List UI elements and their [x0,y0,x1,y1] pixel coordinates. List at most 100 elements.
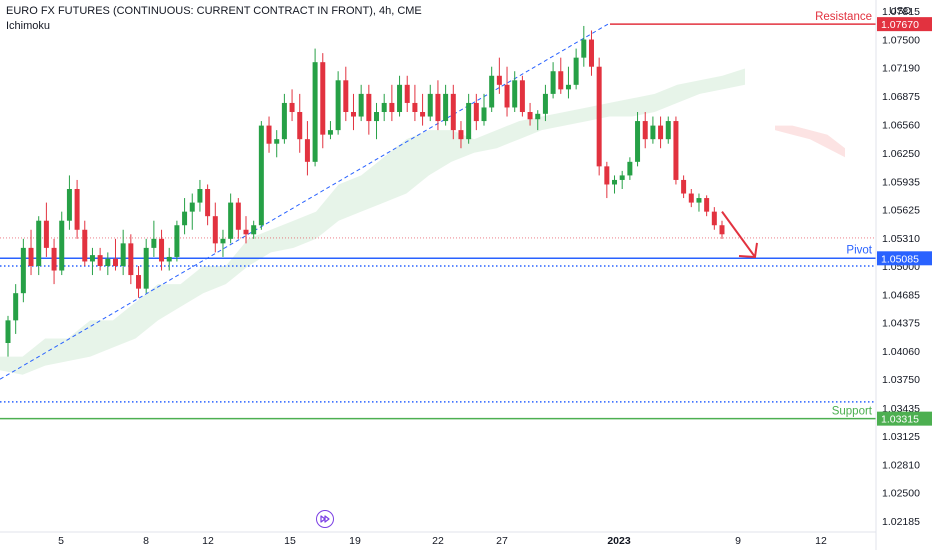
pivot-price-tag-text[interactable]: 1.05085 [881,253,919,265]
time-tick[interactable]: 12 [202,535,214,547]
candle-body [174,225,180,257]
candle-body [36,220,42,266]
candle-body [274,139,280,144]
currency-label[interactable]: USD [889,5,912,17]
candle-body [412,102,418,113]
candle-body [565,84,571,90]
candle-body [519,80,525,113]
candle-body [343,80,349,113]
candle-body [66,189,72,221]
ichimoku-cloud [0,68,845,375]
candle-body [20,247,26,294]
time-tick[interactable]: 12 [815,535,827,547]
time-tick[interactable]: 2023 [607,535,631,547]
candle-body [189,202,195,212]
price-tick[interactable]: 1.03125 [882,431,920,443]
candle-body [228,202,234,239]
indicator-label[interactable]: Ichimoku [6,20,51,32]
support-price-tag-text[interactable]: 1.03315 [881,414,919,426]
resistance-price-tag[interactable] [877,17,932,32]
time-tick[interactable]: 8 [143,535,149,547]
candle-body [28,247,34,266]
candle-body [128,243,134,276]
candle-body [43,220,49,248]
candle-body [281,102,287,140]
price-tick[interactable]: 1.06875 [882,91,920,103]
candle-body [450,93,456,131]
time-tick[interactable]: 22 [432,535,444,547]
candle-body [59,220,65,271]
candle-body [673,121,679,180]
candle-body [5,320,11,343]
forecast-arrow-shaft [721,211,756,258]
bullish-cloud [0,68,745,375]
candle-body [151,238,157,248]
candle-body [289,102,295,113]
price-tick[interactable]: 1.04060 [882,346,920,358]
candle-body [374,112,380,122]
candle-body [335,80,341,131]
candle-body [235,202,241,230]
candle-body [381,102,387,113]
time-tick[interactable]: 27 [496,535,508,547]
fast-forward-glyph [320,515,330,523]
candle-body [358,93,364,117]
time-tick[interactable]: 15 [284,535,296,547]
price-tick[interactable]: 1.07500 [882,35,920,47]
candle-body [166,256,172,262]
candle-body [627,161,633,176]
candle-body [443,93,449,122]
candle-body [105,258,111,266]
time-tick[interactable]: 19 [349,535,361,547]
candle-body [212,216,218,244]
price-tick[interactable]: 1.07190 [882,63,920,75]
candle-body [596,66,602,167]
price-tick[interactable]: 1.05310 [882,233,920,245]
price-tick[interactable]: 1.02500 [882,487,920,499]
candle-body [542,93,548,114]
price-tick[interactable]: 1.05625 [882,204,920,216]
price-tick[interactable]: 1.06560 [882,120,920,132]
candle-body [220,238,226,244]
price-tick[interactable]: 1.04685 [882,290,920,302]
time-tick[interactable]: 5 [58,535,64,547]
chart-title: EURO FX FUTURES (CONTINUOUS: CURRENT CON… [6,5,422,17]
candle-body [404,84,410,103]
candle-body [481,107,487,122]
candle-body [74,189,80,230]
price-tick[interactable]: 1.07815 [882,6,920,18]
candle-body [89,255,95,262]
fast-forward-icon[interactable] [316,510,334,528]
candle-body [243,229,249,235]
price-tick[interactable]: 1.05935 [882,176,920,188]
price-tick[interactable]: 1.02185 [882,516,920,528]
time-axis[interactable]: 5 8 12 15 19 22 27 2023 9 12 [0,531,876,547]
candle-body [489,75,495,108]
candle-body [573,57,579,85]
forecast-arrow-head [738,242,758,258]
candle-body [82,229,88,262]
time-tick[interactable]: 9 [735,535,741,547]
candle-body [681,179,687,194]
ascending-trendline [0,23,609,380]
candle-body [704,198,710,212]
resistance-price-tag-text[interactable]: 1.07670 [881,19,919,31]
price-tick[interactable]: 1.04375 [882,318,920,330]
candle-body [389,102,395,113]
candle-body [650,125,656,140]
candle-body [13,293,19,321]
support-price-tag[interactable] [877,411,932,426]
price-tick[interactable]: 1.06250 [882,148,920,160]
price-tick[interactable]: 1.02810 [882,459,920,471]
candle-body [320,62,326,135]
pivot-price-tag[interactable] [877,251,932,266]
candle-body [527,112,533,120]
candle-body [473,102,479,122]
forecast-arrow [721,211,758,258]
price-tick[interactable]: 1.03750 [882,374,920,386]
candle-body [658,125,664,140]
candle-body [205,189,211,217]
